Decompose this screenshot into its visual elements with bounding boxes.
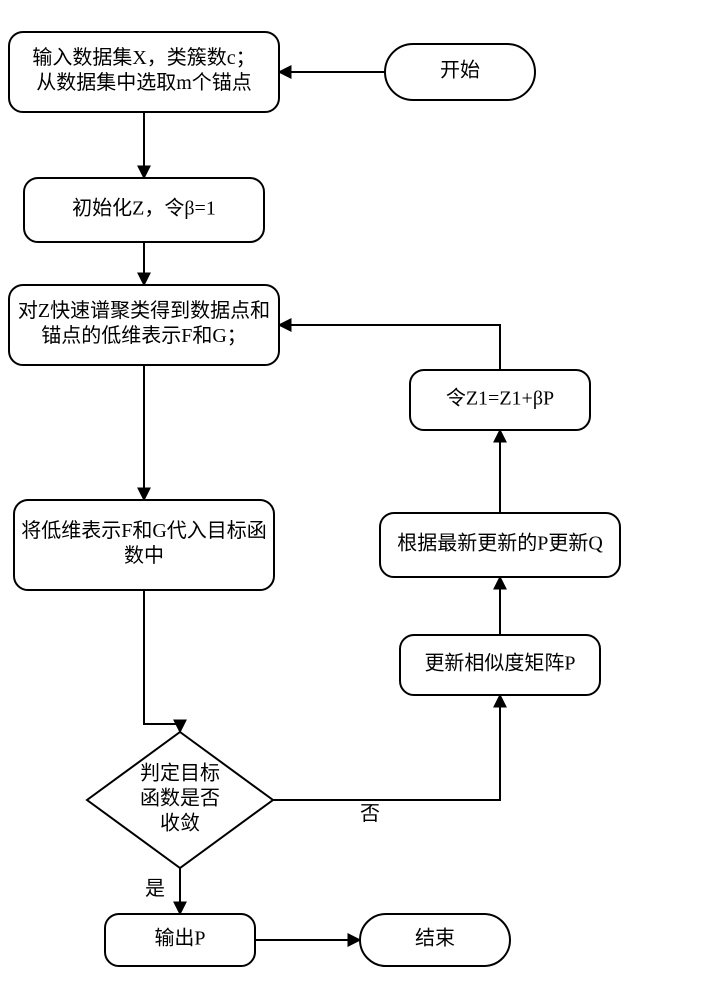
node-decision-line0: 判定目标 (140, 762, 220, 785)
nodes-group: 开始输入数据集X，类簇数c；从数据集中选取m个锚点初始化Z，令β=1对Z快速谱聚… (9, 32, 620, 966)
flowchart-canvas: 是否开始输入数据集X，类簇数c；从数据集中选取m个锚点初始化Z，令β=1对Z快速… (0, 0, 706, 1000)
node-decision: 判定目标函数是否收敛 (87, 732, 273, 868)
node-substitute: 将低维表示F和G代入目标函数中 (14, 500, 274, 590)
node-init-line0: 初始化Z，令β=1 (72, 197, 216, 220)
node-updateP: 更新相似度矩阵P (400, 635, 600, 695)
edge-label-decision-updateP: 否 (360, 803, 380, 825)
edge-decision-updateP (273, 695, 500, 800)
node-input: 输入数据集X，类簇数c；从数据集中选取m个锚点 (9, 32, 279, 112)
node-start: 开始 (385, 44, 535, 100)
node-spectral-line1: 锚点的低维表示F和G； (41, 324, 247, 347)
node-updateP-line0: 更新相似度矩阵P (424, 652, 575, 675)
node-updateZ-line0: 令Z1=Z1+βP (446, 387, 554, 410)
node-substitute-line0: 将低维表示F和G代入目标函 (21, 519, 267, 542)
node-end: 结束 (360, 914, 510, 966)
edge-substitute-decision (144, 590, 180, 732)
node-updateZ: 令Z1=Z1+βP (410, 370, 590, 430)
node-output-line0: 输出P (154, 927, 205, 950)
node-output: 输出P (105, 914, 255, 966)
edge-label-decision-output: 是 (145, 878, 165, 900)
node-decision-line1: 函数是否 (140, 787, 220, 810)
node-substitute-line1: 数中 (124, 544, 164, 567)
node-start-line0: 开始 (440, 59, 480, 82)
node-spectral-line0: 对Z快速谱聚类得到数据点和 (18, 299, 270, 322)
node-updateQ: 根据最新更新的P更新Q (380, 513, 620, 577)
node-spectral: 对Z快速谱聚类得到数据点和锚点的低维表示F和G； (9, 285, 279, 365)
node-updateQ-line0: 根据最新更新的P更新Q (397, 532, 603, 555)
node-input-line0: 输入数据集X，类簇数c； (32, 46, 255, 69)
edge-updateZ-spectral (279, 325, 500, 370)
node-init: 初始化Z，令β=1 (24, 178, 264, 242)
node-end-line0: 结束 (415, 927, 455, 950)
node-input-line1: 从数据集中选取m个锚点 (36, 71, 252, 94)
node-decision-line2: 收敛 (160, 812, 200, 835)
